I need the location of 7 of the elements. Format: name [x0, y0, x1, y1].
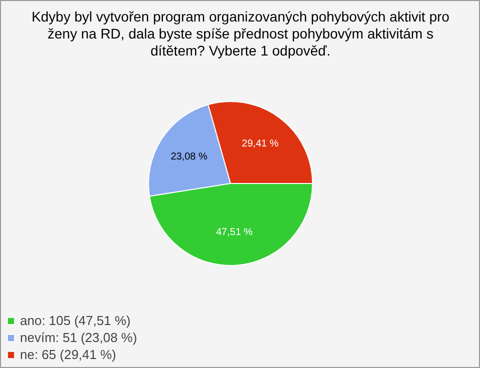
legend-label: ne: 65 (29,41 %) — [20, 347, 116, 362]
chart-title: Kdyby byl vytvořen program organizovaných pohybových aktivit pro ženy na RD, dala byste spíše přednost pohybovým aktivitám s dítětem? Vyberte 1 odpověď. — [32, 8, 450, 58]
data-label: 47,51 % — [216, 227, 253, 238]
data-label: 23,08 % — [170, 152, 208, 163]
legend-label: ano: 105 (47,51 %) — [20, 313, 131, 328]
legend-label: nevím: 51 (23,08 %) — [20, 330, 138, 345]
data-label: 29,41 % — [242, 138, 279, 150]
